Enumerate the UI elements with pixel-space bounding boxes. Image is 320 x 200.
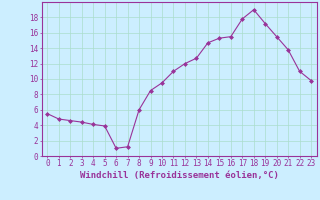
X-axis label: Windchill (Refroidissement éolien,°C): Windchill (Refroidissement éolien,°C) [80, 171, 279, 180]
